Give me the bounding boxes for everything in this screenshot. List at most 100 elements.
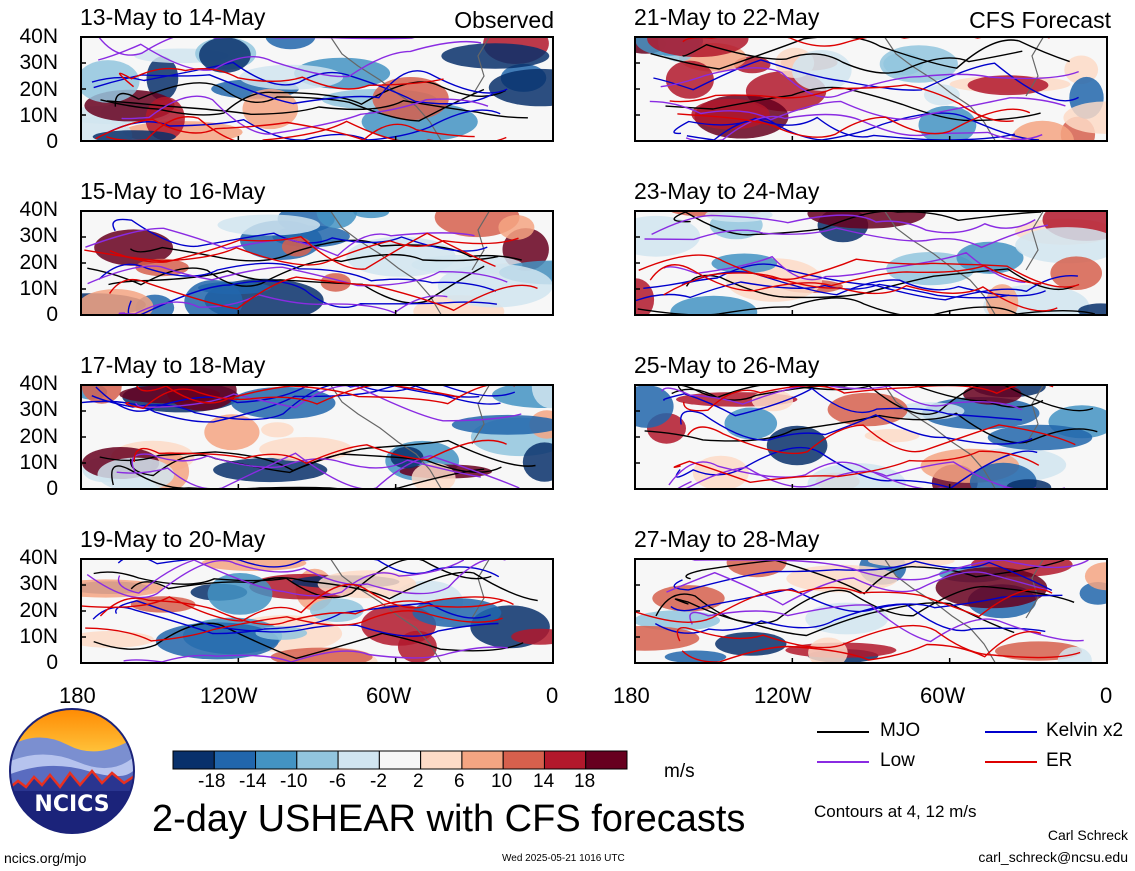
- legend-label: MJO: [880, 720, 921, 741]
- author-email[interactable]: carl_schreck@ncsu.edu: [978, 849, 1128, 865]
- colorbar-label: -2: [370, 771, 387, 792]
- shear-anomaly-blob: [893, 402, 965, 420]
- shear-anomaly-blob: [652, 585, 725, 612]
- contour-line: [675, 446, 1038, 489]
- colorbar: [172, 750, 628, 770]
- shear-anomaly-blob: [886, 252, 975, 286]
- contour-line: [85, 610, 503, 642]
- x-tick-label: 180: [59, 683, 96, 708]
- map-svg: [80, 210, 554, 316]
- contour-line: [135, 384, 516, 405]
- contour-line: [654, 603, 1046, 634]
- shear-anomaly-blob: [81, 384, 122, 404]
- shear-anomaly-blob: [664, 650, 727, 664]
- contour-line: [663, 387, 1022, 421]
- contour-line: [674, 585, 1075, 624]
- map-svg: [634, 384, 1108, 490]
- panel-title: 19-May to 20-May: [80, 526, 266, 552]
- contour-line: [634, 586, 1053, 623]
- contour-line: [116, 452, 520, 490]
- y-tick-label: 0: [46, 303, 58, 326]
- coastline: [329, 558, 491, 664]
- shear-anomaly-blob: [792, 50, 852, 91]
- legend-label: Kelvin x2: [1046, 720, 1124, 741]
- contour-line: [109, 276, 538, 312]
- y-tick-label: 40N: [19, 546, 58, 569]
- y-tick-label: 0: [46, 130, 58, 153]
- colorbar-label: 6: [454, 771, 465, 792]
- map-panel: [80, 210, 554, 316]
- shear-anomaly-blob: [827, 392, 908, 427]
- contour-line: [677, 108, 1031, 138]
- shear-anomaly-blob: [511, 628, 554, 645]
- x-tick-label: 120W: [200, 683, 258, 708]
- contour-line: [93, 70, 508, 105]
- colorbar-label: 18: [574, 771, 596, 792]
- map-svg: [80, 36, 554, 142]
- y-tick-label: 30N: [19, 51, 58, 74]
- shear-anomaly-blob: [766, 425, 828, 466]
- legend-label: ER: [1046, 750, 1073, 771]
- contour-line: [673, 560, 1053, 592]
- contour-line: [98, 262, 497, 292]
- legend-line-mjo: [817, 731, 869, 733]
- contour-line: [100, 81, 507, 116]
- contour-line: [663, 251, 1026, 283]
- ncics-logo: NCICS: [8, 707, 136, 835]
- contour-line: [680, 410, 1033, 445]
- map-panel: [80, 36, 554, 142]
- contour-line: [111, 465, 485, 490]
- shear-anomaly-blob: [1057, 646, 1092, 664]
- shear-anomaly-blob: [1010, 120, 1074, 142]
- contour-line: [106, 99, 528, 119]
- map-panel: [634, 36, 1108, 142]
- contour-line: [121, 95, 489, 135]
- colorbar-swatch: [378, 750, 422, 770]
- contour-line: [131, 453, 481, 478]
- contour-line: [635, 281, 1010, 302]
- shear-anomaly-blob: [199, 37, 251, 73]
- x-tick-label: 0: [546, 683, 559, 708]
- legend-line-kelvin: [985, 731, 1037, 733]
- contour-line: [681, 263, 1078, 301]
- contour-line: [660, 67, 1079, 98]
- observed-label: Observed: [454, 7, 554, 33]
- shear-anomaly-blob: [80, 60, 140, 103]
- map-svg: [634, 558, 1108, 664]
- contour-line: [682, 43, 1023, 74]
- shear-anomaly-blob: [259, 437, 353, 462]
- y-tick-label: 0: [46, 651, 58, 674]
- y-tick-label: 20N: [19, 78, 58, 101]
- contour-line: [98, 40, 482, 78]
- x-tick-label: 60W: [366, 683, 412, 708]
- shear-anomaly-blob: [1084, 562, 1108, 591]
- site-url[interactable]: ncics.org/mjo: [4, 850, 87, 866]
- logo-text: NCICS: [34, 792, 109, 817]
- shear-anomaly-blob: [634, 385, 674, 428]
- shear-anomaly-blob: [242, 88, 299, 130]
- shear-anomaly-blob: [647, 36, 749, 58]
- colorbar-swatch: [172, 750, 215, 770]
- coastline: [883, 36, 1045, 142]
- ncics-logo-icon: NCICS: [9, 708, 135, 834]
- map-panel: [634, 558, 1108, 664]
- y-tick-label: 40N: [19, 25, 58, 48]
- shear-anomaly-blob: [146, 56, 179, 101]
- y-tick-label: 30N: [19, 224, 58, 247]
- panel-title: 25-May to 26-May: [634, 352, 820, 378]
- legend-line-low: [817, 761, 869, 763]
- coastline: [329, 384, 491, 490]
- shear-anomaly-blob: [1063, 101, 1108, 134]
- legend-line-er: [985, 761, 1037, 763]
- contour-line: [670, 587, 1063, 613]
- shear-anomaly-blob: [265, 36, 316, 50]
- shear-anomaly-blob: [94, 229, 173, 266]
- y-tick-label: 30N: [19, 398, 58, 421]
- contour-line: [123, 646, 508, 663]
- contour-line: [655, 593, 1015, 637]
- contour-line: [114, 82, 485, 122]
- contour-note: Contours at 4, 12 m/s: [814, 802, 977, 821]
- x-tick-label: 60W: [920, 683, 966, 708]
- contour-line: [663, 272, 1058, 312]
- colorbar-label: 14: [533, 771, 555, 792]
